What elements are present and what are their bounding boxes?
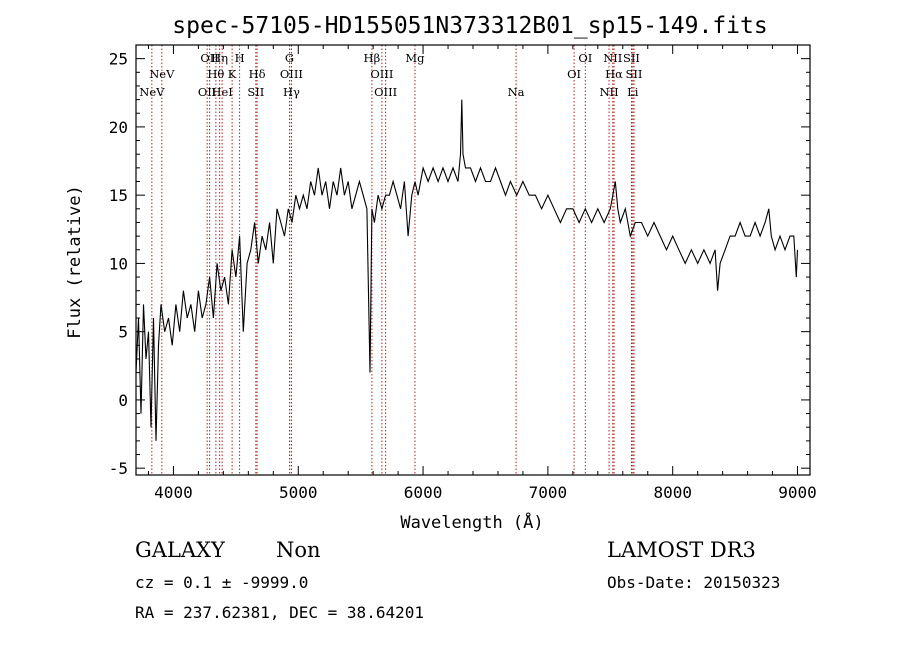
x-tick-label: 7000: [529, 483, 568, 502]
reference-line-label: OIII: [374, 85, 397, 99]
reference-line-label: Hδ: [249, 67, 266, 81]
y-tick-label: 5: [118, 323, 128, 342]
y-tick-label: 25: [109, 50, 128, 69]
reference-line-label: K: [228, 67, 237, 81]
reference-line-label: H: [235, 51, 245, 65]
spectrum-line: [135, 99, 799, 441]
reference-line-label: Li: [627, 85, 639, 99]
spectrum-plot: spec-57105-HD155051N373312B01_sp15-149.f…: [65, 13, 817, 533]
reference-lines: [151, 45, 635, 475]
reference-line-label: OIII: [370, 67, 393, 81]
reference-line-label: SII: [626, 67, 643, 81]
y-tick-label: 20: [109, 118, 128, 137]
reference-line-label: OII: [200, 51, 219, 65]
reference-line-label: Hη: [211, 51, 228, 65]
reference-line-label: SII: [623, 51, 640, 65]
reference-labels: NeV NeV OII OII Hθ Hη HeI KH SII Hδ G OIII Hγ Hβ OIII O…: [139, 51, 642, 99]
x-axis-label: Wavelength (Å): [400, 511, 543, 533]
coordinates: RA = 237.62381, DEC = 38.64201: [135, 603, 424, 622]
y-axis-label: Flux (relative): [65, 185, 85, 339]
reference-line-label: NeV: [149, 67, 175, 81]
reference-line-label: G: [285, 51, 294, 65]
x-tick-label: 5000: [279, 483, 318, 502]
object-subclass: Non: [276, 538, 321, 562]
reference-line-label: Hα: [605, 67, 623, 81]
reference-line-label: NeV: [139, 85, 165, 99]
x-tick-label: 8000: [653, 483, 692, 502]
y-tick-label: 0: [118, 391, 128, 410]
reference-line-label: HeI: [211, 85, 232, 99]
reference-line-label: OI: [578, 51, 592, 65]
reference-line-label: OIII: [280, 67, 303, 81]
redshift-cz: cz = 0.1 ± -9999.0: [135, 573, 309, 592]
y-tick-label: 15: [109, 186, 128, 205]
reference-line-label: OI: [567, 67, 581, 81]
y-tick-label: -5: [109, 459, 128, 478]
axis-ticks: 4000 5000 6000 7000 8000 9000 -5 0 5 10 15 20 25: [109, 45, 817, 502]
reference-line-label: OII: [198, 85, 217, 99]
survey-name: LAMOST DR3: [607, 538, 756, 562]
reference-line-label: SII: [247, 85, 264, 99]
observation-date: Obs-Date: 20150323: [607, 573, 781, 592]
object-class: GALAXY: [135, 538, 225, 562]
reference-line-label: Mg: [405, 51, 425, 65]
reference-line-label: Na: [508, 85, 525, 99]
reference-line-label: Hγ: [283, 85, 300, 99]
reference-line-label: NII: [603, 51, 622, 65]
reference-line-label: Hθ: [207, 67, 224, 81]
reference-line-label: NII: [599, 85, 618, 99]
x-tick-label: 6000: [404, 483, 443, 502]
y-tick-label: 10: [109, 254, 128, 273]
reference-line-label: Hβ: [364, 51, 381, 65]
chart-title: spec-57105-HD155051N373312B01_sp15-149.f…: [172, 13, 767, 39]
x-tick-label: 9000: [778, 483, 817, 502]
x-tick-label: 4000: [154, 483, 193, 502]
